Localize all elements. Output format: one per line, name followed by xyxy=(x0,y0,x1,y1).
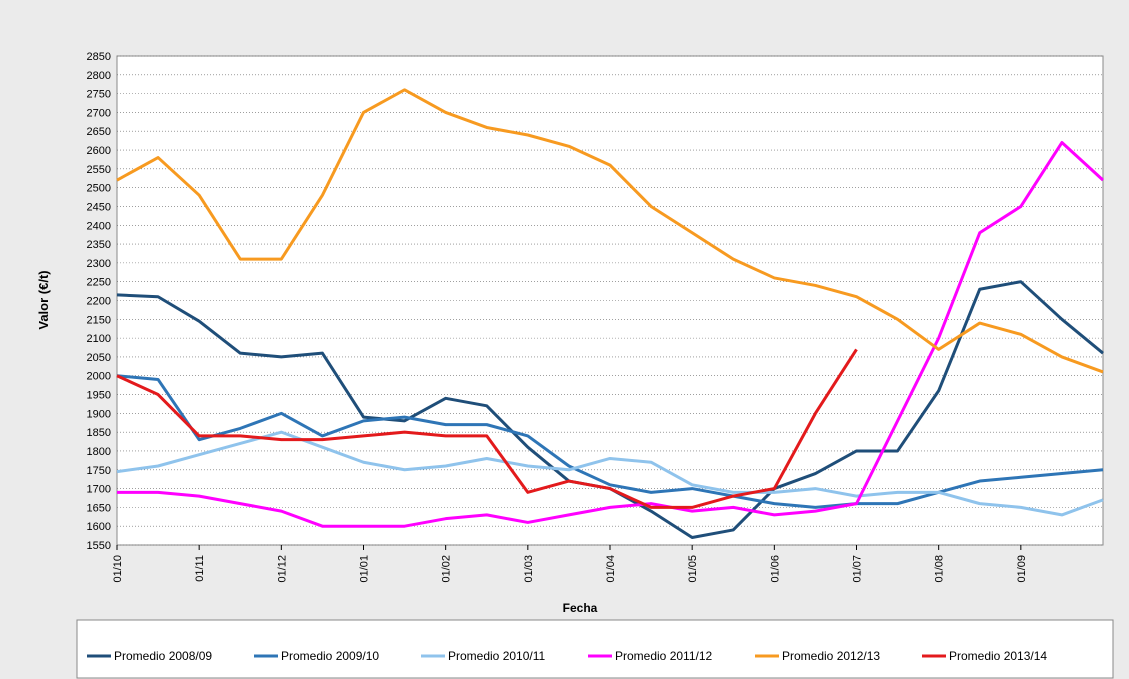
y-tick-label: 2400 xyxy=(87,220,111,232)
y-tick-label: 2450 xyxy=(87,201,111,213)
y-tick-label: 1900 xyxy=(87,408,111,420)
legend-label: Promedio 2012/13 xyxy=(782,649,880,663)
y-tick-label: 2850 xyxy=(87,51,111,63)
y-tick-label: 2100 xyxy=(87,333,111,345)
y-tick-label: 2500 xyxy=(87,183,111,195)
legend-label: Promedio 2010/11 xyxy=(448,649,546,663)
x-tick-label: 01/04 xyxy=(605,555,617,583)
y-tick-label: 1600 xyxy=(87,521,111,533)
y-tick-label: 2000 xyxy=(87,371,111,383)
y-tick-label: 2050 xyxy=(87,352,111,364)
x-tick-label: 01/09 xyxy=(1016,555,1028,583)
y-tick-label: 1550 xyxy=(87,540,111,552)
y-tick-label: 1750 xyxy=(87,465,111,477)
y-tick-label: 1850 xyxy=(87,427,111,439)
x-tick-label: 01/06 xyxy=(769,555,781,583)
x-tick-label: 01/10 xyxy=(112,555,124,583)
y-tick-label: 1700 xyxy=(87,484,111,496)
x-tick-label: 01/02 xyxy=(441,555,453,583)
y-tick-label: 2600 xyxy=(87,145,111,157)
x-tick-label: 01/12 xyxy=(276,555,288,583)
y-tick-label: 2700 xyxy=(87,107,111,119)
y-tick-label: 2650 xyxy=(87,126,111,138)
y-tick-label: 2800 xyxy=(87,70,111,82)
y-tick-label: 2200 xyxy=(87,296,111,308)
y-tick-label: 1800 xyxy=(87,446,111,458)
legend-label: Promedio 2013/14 xyxy=(949,649,1047,663)
y-tick-label: 2150 xyxy=(87,314,111,326)
y-axis-title: Valor (€/t) xyxy=(36,270,51,329)
y-tick-label: 2350 xyxy=(87,239,111,251)
x-tick-label: 01/01 xyxy=(359,555,371,583)
x-tick-label: 01/05 xyxy=(687,555,699,583)
legend xyxy=(76,619,1114,679)
series-line xyxy=(116,88,1104,374)
series-line xyxy=(117,141,1105,528)
x-tick-label: 01/08 xyxy=(934,555,946,583)
y-tick-label: 1950 xyxy=(87,390,111,402)
x-tick-label: 01/07 xyxy=(852,555,864,583)
x-tick-label: 01/11 xyxy=(194,555,206,582)
y-tick-label: 2550 xyxy=(87,164,111,176)
legend-label: Promedio 2008/09 xyxy=(114,649,212,663)
legend-label: Promedio 2011/12 xyxy=(615,649,713,663)
y-tick-label: 2750 xyxy=(87,89,111,101)
series-line xyxy=(116,430,1104,517)
y-tick-label: 2300 xyxy=(87,258,111,270)
legend-label: Promedio 2009/10 xyxy=(281,649,379,663)
x-axis-title: Fecha xyxy=(563,601,598,615)
series-line xyxy=(116,348,858,509)
y-tick-label: 2250 xyxy=(87,277,111,289)
y-tick-label: 1650 xyxy=(87,502,111,514)
x-tick-label: 01/03 xyxy=(523,555,535,583)
